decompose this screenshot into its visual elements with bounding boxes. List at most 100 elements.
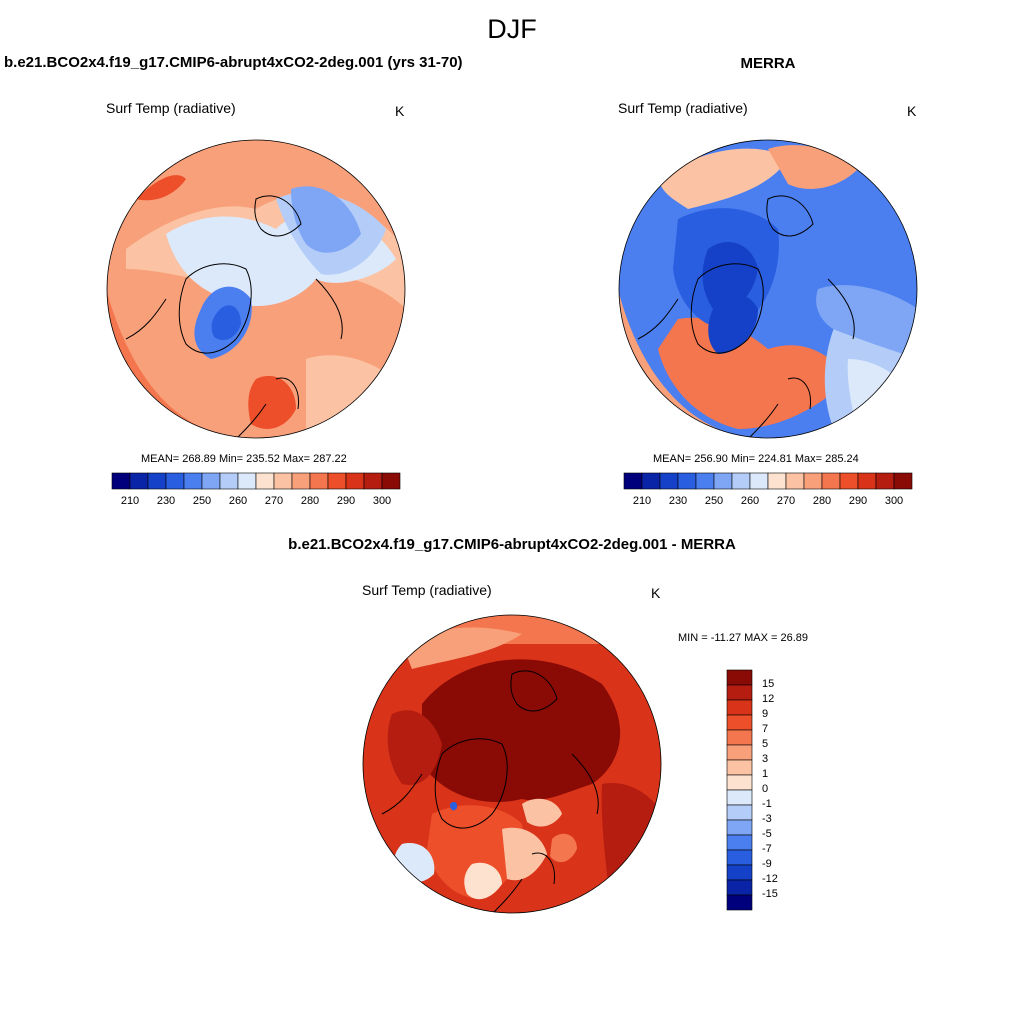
colorbar-swatch <box>659 472 679 490</box>
panel-3-unit: K <box>651 585 661 601</box>
colorbar-swatch <box>726 684 753 701</box>
colorbar-tick-label: 210 <box>632 495 652 507</box>
colorbar-tick-label: -3 <box>762 813 772 825</box>
colorbar-swatch <box>726 744 753 761</box>
colorbar-tick-label: -9 <box>762 858 772 870</box>
colorbar-swatch <box>726 894 753 911</box>
colorbar-tick-label: 300 <box>884 495 904 507</box>
panel-2-stats: MEAN= 256.90 Min= 224.81 Max= 285.24 <box>653 453 859 465</box>
colorbar-swatch <box>726 819 753 836</box>
colorbar-tick-label: 290 <box>848 495 868 507</box>
colorbar-swatch <box>219 472 239 490</box>
colorbar-swatch <box>821 472 841 490</box>
colorbar-swatch <box>749 472 769 490</box>
panel-2-variable: Surf Temp (radiative) <box>618 100 748 116</box>
panel-3-stats: MIN = -11.27 MAX = 26.89 <box>678 632 809 644</box>
colorbar-tick-label: 270 <box>264 495 284 507</box>
panel-1-colorbar <box>111 472 401 490</box>
colorbar-swatch <box>875 472 895 490</box>
colorbar-swatch <box>726 759 753 776</box>
colorbar-swatch <box>893 472 913 490</box>
colorbar-swatch <box>726 864 753 881</box>
colorbar-tick-label: 290 <box>336 495 356 507</box>
colorbar-swatch <box>327 472 347 490</box>
colorbar-swatch <box>726 729 753 746</box>
colorbar-swatch <box>201 472 221 490</box>
colorbar-tick-label: 0 <box>762 783 769 795</box>
colorbar-swatch <box>237 472 257 490</box>
panel-2-title: MERRA <box>740 55 796 72</box>
colorbar-tick-label: 1 <box>762 768 769 780</box>
colorbar-swatch <box>381 472 401 490</box>
colorbar-swatch <box>345 472 365 490</box>
colorbar-tick-label: 210 <box>120 495 140 507</box>
colorbar-swatch <box>713 472 733 490</box>
colorbar-tick-label: -7 <box>762 843 772 855</box>
colorbar-swatch <box>726 789 753 806</box>
colorbar-tick-label: 230 <box>668 495 688 507</box>
colorbar-tick-label: 9 <box>762 708 769 720</box>
colorbar-swatch <box>726 699 753 716</box>
colorbar-swatch <box>129 472 149 490</box>
colorbar-swatch <box>623 472 643 490</box>
colorbar-tick-label: -5 <box>762 828 772 840</box>
panel-1-unit: K <box>395 103 405 119</box>
colorbar-swatch <box>363 472 383 490</box>
colorbar-swatch <box>273 472 293 490</box>
colorbar-swatch <box>726 774 753 791</box>
panel-1-title: b.e21.BCO2x4.f19_g17.CMIP6-abrupt4xCO2-2… <box>4 54 463 71</box>
panel-2-colorbar <box>623 472 913 490</box>
panel-3-title: b.e21.BCO2x4.f19_g17.CMIP6-abrupt4xCO2-2… <box>288 536 736 553</box>
colorbar-swatch <box>803 472 823 490</box>
colorbar-tick-label: 3 <box>762 753 769 765</box>
panel-1-map <box>106 139 406 439</box>
colorbar-swatch <box>111 472 131 490</box>
colorbar-swatch <box>726 714 753 731</box>
panel-3-map <box>362 614 662 914</box>
colorbar-tick-label: 7 <box>762 723 769 735</box>
colorbar-swatch <box>731 472 751 490</box>
colorbar-swatch <box>147 472 167 490</box>
colorbar-tick-label: 15 <box>762 678 775 690</box>
panel-2-unit: K <box>907 103 917 119</box>
colorbar-swatch <box>726 669 753 686</box>
colorbar-swatch <box>785 472 805 490</box>
panel-2-map <box>618 139 918 439</box>
panel-3-variable: Surf Temp (radiative) <box>362 582 492 598</box>
colorbar-swatch <box>695 472 715 490</box>
colorbar-tick-label: 300 <box>372 495 392 507</box>
colorbar-swatch <box>726 804 753 821</box>
colorbar-swatch <box>767 472 787 490</box>
colorbar-swatch <box>255 472 275 490</box>
colorbar-tick-label: 230 <box>156 495 176 507</box>
page-title: DJF <box>487 14 537 44</box>
colorbar-tick-label: -15 <box>762 888 778 900</box>
colorbar-tick-label: 270 <box>776 495 796 507</box>
panel-1-stats: MEAN= 268.89 Min= 235.52 Max= 287.22 <box>141 453 347 465</box>
colorbar-swatch <box>309 472 329 490</box>
colorbar-swatch <box>726 879 753 896</box>
panel-2-colorbar-labels: 210 230 250 260 270 280 290 300 <box>624 495 912 509</box>
colorbar-tick-label: 12 <box>762 693 775 705</box>
panel-1-colorbar-labels: 210 230 250 260 270 280 290 300 <box>112 495 400 509</box>
colorbar-tick-label: 250 <box>704 495 724 507</box>
colorbar-swatch <box>641 472 661 490</box>
colorbar-swatch <box>165 472 185 490</box>
colorbar-swatch <box>183 472 203 490</box>
colorbar-tick-label: 260 <box>740 495 760 507</box>
colorbar-tick-label: 260 <box>228 495 248 507</box>
panel-3-colorbar <box>726 669 753 911</box>
colorbar-tick-label: -12 <box>762 873 778 885</box>
colorbar-tick-label: 5 <box>762 738 769 750</box>
colorbar-swatch <box>839 472 859 490</box>
colorbar-swatch <box>726 849 753 866</box>
colorbar-tick-label: 280 <box>300 495 320 507</box>
colorbar-swatch <box>857 472 877 490</box>
colorbar-swatch <box>726 834 753 851</box>
colorbar-tick-label: -1 <box>762 798 772 810</box>
colorbar-tick-label: 280 <box>812 495 832 507</box>
panel-1-variable: Surf Temp (radiative) <box>106 100 236 116</box>
panel-3-colorbar-labels: 15 12 9 7 5 3 1 0 -1 -3 -5 -7 -9 -12 -15 <box>762 670 802 910</box>
colorbar-tick-label: 250 <box>192 495 212 507</box>
colorbar-swatch <box>291 472 311 490</box>
